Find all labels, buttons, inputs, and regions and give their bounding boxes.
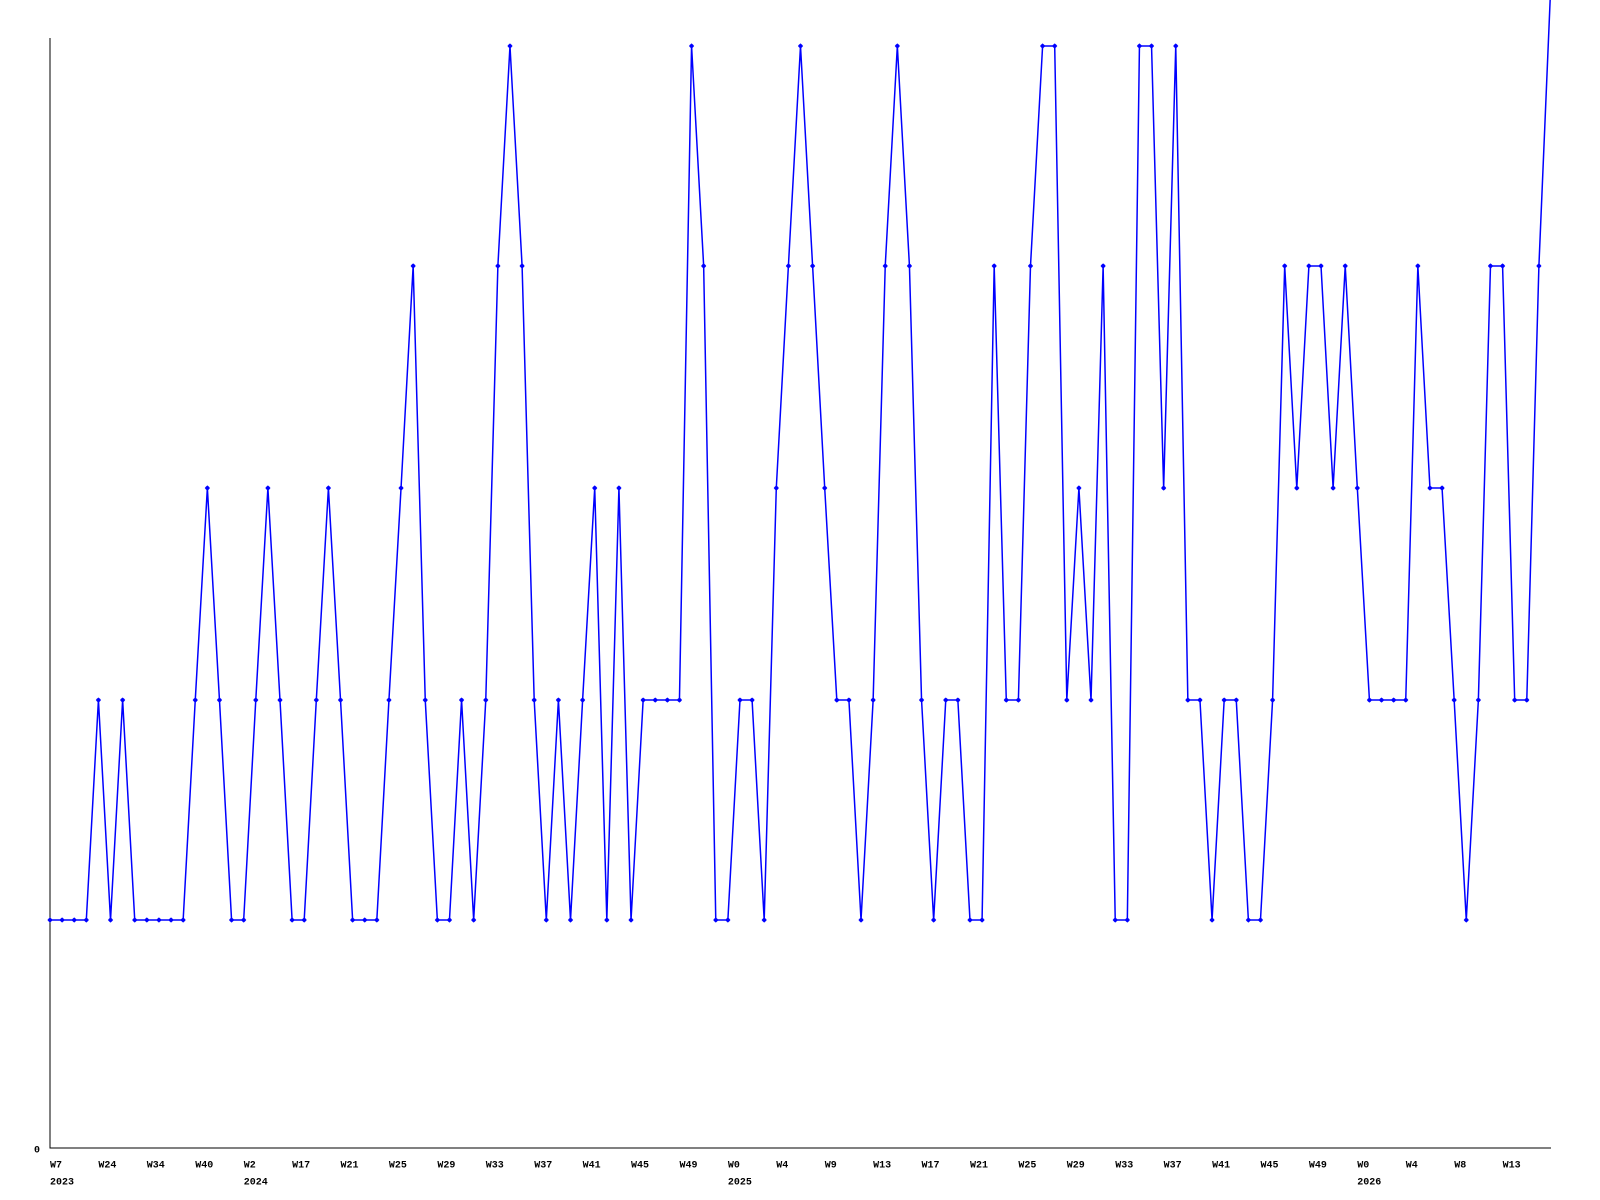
svg-text:W13: W13 [1503, 1161, 1521, 1172]
svg-text:W4: W4 [1406, 1161, 1418, 1172]
svg-text:W17: W17 [292, 1161, 310, 1172]
svg-text:W40: W40 [195, 1161, 213, 1172]
svg-text:W0: W0 [728, 1161, 740, 1172]
svg-text:W34: W34 [147, 1161, 165, 1172]
svg-text:W2: W2 [244, 1161, 256, 1172]
svg-text:W49: W49 [1309, 1161, 1327, 1172]
svg-text:W37: W37 [534, 1161, 552, 1172]
svg-text:W21: W21 [970, 1161, 988, 1172]
svg-text:W37: W37 [1164, 1161, 1182, 1172]
svg-text:2025: 2025 [728, 1178, 752, 1189]
svg-text:W25: W25 [1018, 1161, 1036, 1172]
svg-text:W29: W29 [437, 1161, 455, 1172]
svg-text:W41: W41 [1212, 1161, 1230, 1172]
svg-text:0: 0 [34, 1146, 40, 1157]
svg-text:W29: W29 [1067, 1161, 1085, 1172]
svg-text:W33: W33 [486, 1161, 504, 1172]
svg-text:W8: W8 [1454, 1161, 1466, 1172]
svg-text:W17: W17 [922, 1161, 940, 1172]
svg-text:2023: 2023 [50, 1178, 74, 1189]
svg-text:W24: W24 [98, 1161, 116, 1172]
svg-text:2024: 2024 [244, 1178, 268, 1189]
svg-text:W45: W45 [631, 1161, 649, 1172]
svg-text:W41: W41 [583, 1161, 601, 1172]
svg-text:W9: W9 [825, 1161, 837, 1172]
svg-text:W21: W21 [341, 1161, 359, 1172]
svg-text:W49: W49 [680, 1161, 698, 1172]
svg-text:W7: W7 [50, 1161, 62, 1172]
svg-text:W13: W13 [873, 1161, 891, 1172]
svg-text:W25: W25 [389, 1161, 407, 1172]
svg-text:2026: 2026 [1357, 1178, 1381, 1189]
svg-text:W33: W33 [1115, 1161, 1133, 1172]
svg-text:W4: W4 [776, 1161, 788, 1172]
svg-text:W45: W45 [1261, 1161, 1279, 1172]
svg-text:W0: W0 [1357, 1161, 1369, 1172]
